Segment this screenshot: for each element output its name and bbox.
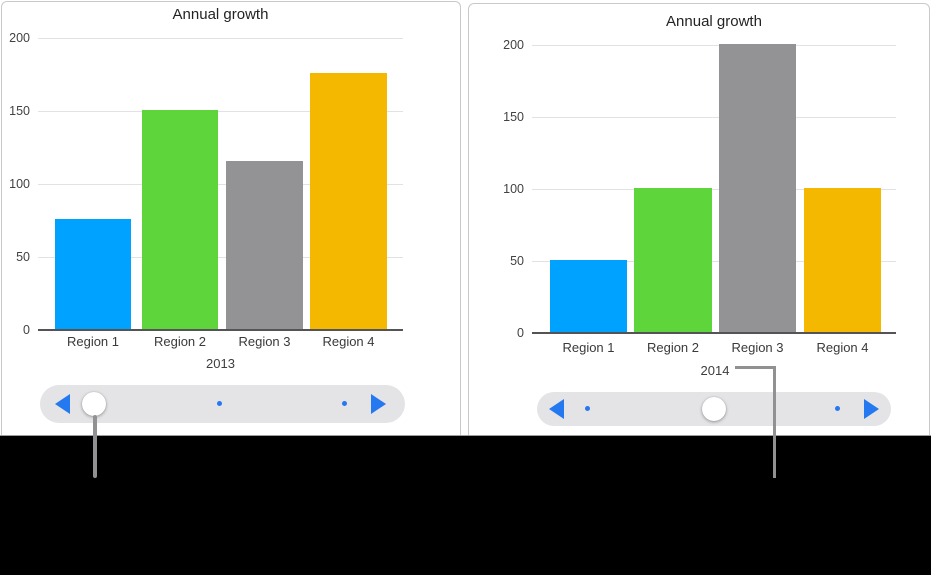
y-axis-tick-label: 150 [503,110,524,124]
bar-region-2 [634,188,712,332]
gridline-100 [532,189,896,190]
gridline-150 [532,117,896,118]
chart-title: Annual growth [172,6,269,23]
caption-area [0,435,931,575]
year-label: 2013 [206,356,235,371]
year-label: 2014 [700,363,730,378]
x-axis-category-label: Region 4 [816,340,869,355]
callout-line-left [93,415,97,478]
x-axis-category-label: Region 3 [238,334,291,349]
y-axis-tick-label: 0 [517,326,524,340]
x-axis-category-label: Region 2 [153,334,207,349]
y-axis-tick-label: 50 [510,254,524,268]
x-axis-category-label: Region 2 [646,340,700,355]
gridline-200 [38,38,403,39]
bar-region-3 [226,161,303,329]
position-dot[interactable] [217,401,222,406]
y-axis-tick-label: 0 [23,323,30,337]
y-axis-tick-label: 50 [16,250,30,264]
position-dot[interactable] [585,406,590,411]
bar-region-4 [310,73,387,329]
x-axis-category-label: Region 1 [562,340,615,355]
x-axis-line [38,329,403,331]
previous-arrow-icon[interactable] [55,394,70,414]
gridline-50 [38,257,403,258]
y-axis-tick-label: 150 [9,104,30,118]
y-axis-tick-label: 100 [503,182,524,196]
callout-line-right-horizontal [735,366,776,369]
position-dot[interactable] [342,401,347,406]
x-axis-category-label: Region 3 [731,340,784,355]
slider-thumb[interactable] [82,392,106,416]
year-scrubber-right[interactable] [537,392,891,426]
y-axis-tick-label: 200 [503,38,524,52]
chart-title: Annual growth [666,13,762,30]
slider-thumb[interactable] [702,397,726,421]
next-arrow-icon[interactable] [864,399,879,419]
gridline-200 [532,45,896,46]
bar-region-2 [142,110,218,329]
bar-region-1 [55,219,131,329]
gridline-100 [38,184,403,185]
bar-region-4 [804,188,881,332]
y-axis-tick-label: 200 [9,31,30,45]
x-axis-category-label: Region 1 [66,334,120,349]
y-axis-tick-label: 100 [9,177,30,191]
bar-region-3 [719,44,796,332]
x-axis-line [532,332,896,334]
gridline-150 [38,111,403,112]
bar-region-1 [550,260,627,332]
year-scrubber-left[interactable] [40,385,405,423]
callout-line-right-vertical [773,366,776,478]
gridline-50 [532,261,896,262]
previous-arrow-icon[interactable] [549,399,564,419]
x-axis-category-label: Region 4 [322,334,375,349]
next-arrow-icon[interactable] [371,394,386,414]
position-dot[interactable] [835,406,840,411]
